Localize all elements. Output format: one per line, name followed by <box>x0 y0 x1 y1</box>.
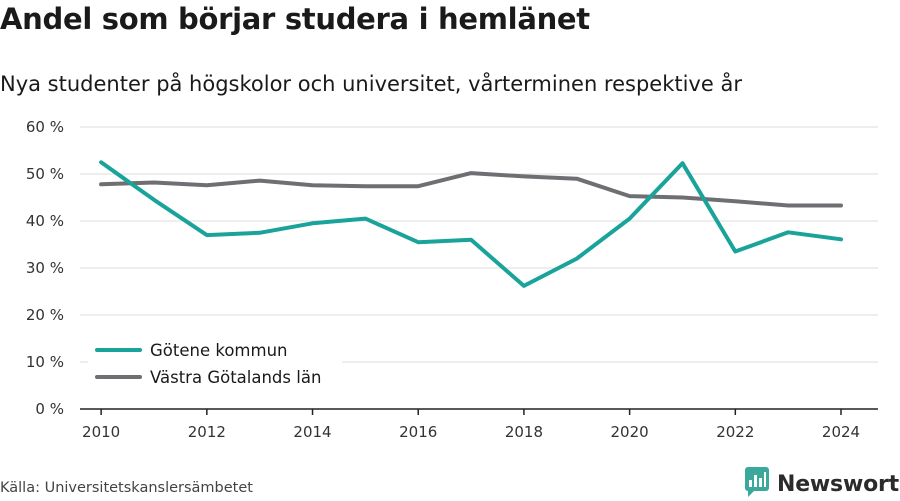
x-tick-label: 2020 <box>611 423 649 441</box>
source-note: Källa: Universitetskanslersämbetet <box>0 480 253 496</box>
y-tick-label: 40 % <box>26 212 64 230</box>
chart-subtitle: Nya studenter på högskolor och universit… <box>0 72 742 96</box>
chart-title: Andel som börjar studera i hemlänet <box>0 2 590 36</box>
x-tick-label: 2010 <box>82 423 120 441</box>
x-tick-label: 2014 <box>293 423 331 441</box>
x-tick-label: 2012 <box>188 423 226 441</box>
y-tick-label: 20 % <box>26 306 64 324</box>
x-tick-label: 2022 <box>716 423 754 441</box>
x-axis: 2010 2012 2014 2016 2018 2020 2022 2024 <box>80 408 878 441</box>
legend-label-gotene: Götene kommun <box>150 341 287 360</box>
brand-logo[interactable]: Newsworthy <box>745 467 900 501</box>
series-line-gotene <box>99 160 843 288</box>
y-tick-label: 30 % <box>26 259 64 277</box>
series-line-vastra-gotaland <box>99 171 843 208</box>
y-tick-label: 60 % <box>26 118 64 136</box>
legend-label-vastra-gotaland: Västra Götalands län <box>150 368 321 387</box>
newsworthy-logo-icon <box>745 467 769 501</box>
brand-name: Newsworthy <box>777 471 900 497</box>
x-tick-label: 2018 <box>505 423 543 441</box>
x-tick-label: 2016 <box>399 423 437 441</box>
series-lines <box>99 160 843 288</box>
y-tick-label: 0 % <box>35 400 64 418</box>
x-tick-label: 2024 <box>822 423 860 441</box>
legend-background <box>88 335 342 393</box>
y-tick-label: 50 % <box>26 165 64 183</box>
y-tick-label: 10 % <box>26 353 64 371</box>
y-axis: 0 % 10 % 20 % 30 % 40 % 50 % 60 % <box>26 118 64 418</box>
legend: Götene kommun Västra Götalands län <box>88 335 342 393</box>
